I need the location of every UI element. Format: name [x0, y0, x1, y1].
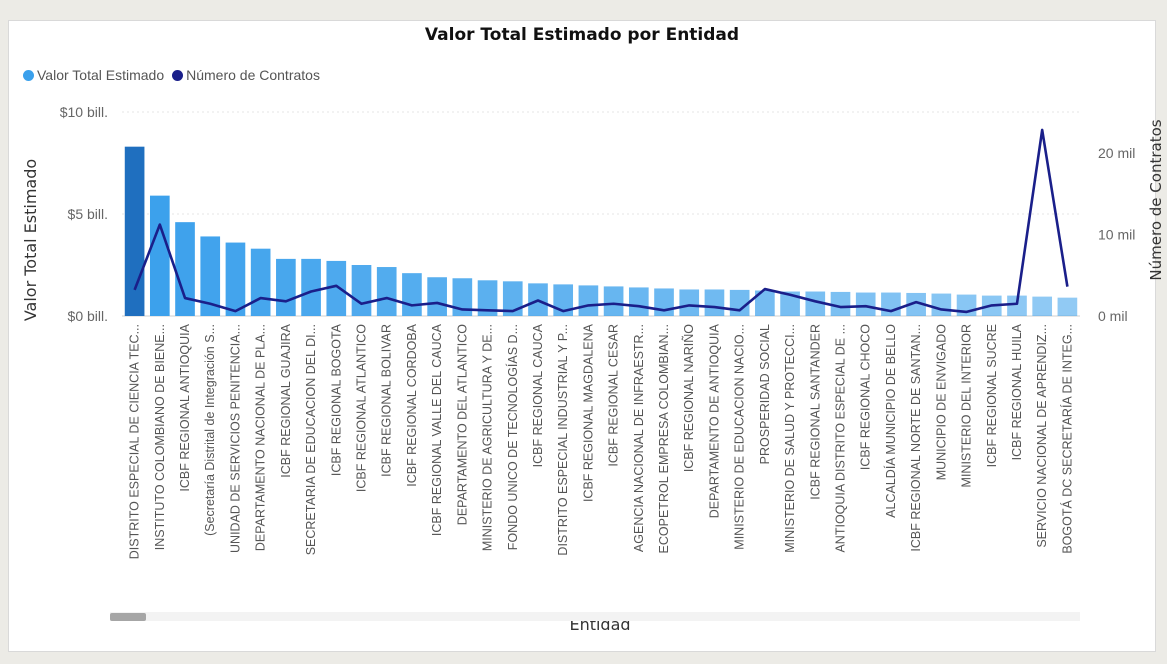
bar [200, 236, 221, 316]
x-tick-label: AGENCIA NACIONAL DE INFRAESTR... [632, 324, 646, 552]
bar [704, 289, 725, 316]
x-tick-label: MINISTERIO DE EDUCACION NACIO... [733, 324, 747, 550]
legend: Valor Total Estimado Número de Contratos [23, 67, 328, 83]
bar [578, 285, 599, 316]
legend-line-dot [172, 69, 184, 81]
y-axis-label: Valor Total Estimado [21, 159, 40, 321]
chart-title: Valor Total Estimado por Entidad [424, 25, 740, 45]
bar [1007, 295, 1027, 316]
x-tick-label: ICBF REGIONAL NORTE DE SANTAN... [909, 324, 923, 552]
y-tick-label: $10 bill. [60, 104, 108, 120]
x-tick-label: PROSPERIDAD SOCIAL [758, 324, 772, 464]
legend-item-valor[interactable]: Valor Total Estimado [23, 67, 164, 83]
bar [301, 258, 321, 316]
bar [805, 291, 826, 316]
bar [906, 292, 926, 316]
bar [175, 222, 195, 316]
bar [326, 260, 347, 316]
x-tick-label: ICBF REGIONAL MAGDALENA [581, 323, 595, 502]
bar [477, 280, 498, 316]
x-tick-label: ICBF REGIONAL CESAR [607, 324, 621, 467]
x-tick-label: SERVICIO NACIONAL DE APRENDIZ... [1035, 324, 1049, 548]
x-tick-label: ICBF REGIONAL SANTANDER [808, 324, 822, 500]
y2-tick-label: 10 mil [1098, 226, 1135, 242]
y-tick-label: $5 bill. [68, 206, 108, 222]
chart-card: Valor Total Estimado por Entidad Valor T… [8, 20, 1156, 652]
bar [427, 277, 447, 316]
bar [276, 258, 296, 316]
x-tick-label: DEPARTAMENTO NACIONAL DE PLA... [254, 324, 268, 551]
x-tick-label: ICBF REGIONAL ATLANTICO [355, 324, 369, 492]
legend-item-contratos[interactable]: Número de Contratos [172, 67, 320, 83]
bar [225, 242, 246, 316]
bar [679, 289, 700, 316]
bar [452, 278, 473, 316]
x-tick-label: ICBF REGIONAL BOGOTA [329, 323, 343, 476]
bar [250, 248, 271, 316]
x-tick-label: INSTITUTO COLOMBIANO DE BIENE... [153, 324, 167, 550]
bar [402, 273, 422, 316]
bar [376, 267, 397, 316]
bar [830, 291, 851, 316]
x-tick-label: FONDO UNICO DE TECNOLOGÍAS D... [505, 324, 520, 550]
legend-label-valor: Valor Total Estimado [37, 67, 165, 83]
x-tick-label: DEPARTAMENTO DEL ATLANTICO [455, 324, 469, 525]
x-tick-label: ICBF REGIONAL BOLIVAR [380, 324, 394, 477]
x-tick-label: (Secretaría Distrital de Integración S..… [203, 324, 217, 536]
y2-tick-label: 0 mil [1098, 308, 1128, 324]
x-tick-label: ICBF REGIONAL CORDOBA [405, 323, 419, 486]
x-tick-label: MINISTERIO DEL INTERIOR [960, 324, 974, 487]
bar [654, 288, 674, 316]
bar [1057, 297, 1078, 316]
bar [502, 281, 523, 316]
bar [149, 195, 170, 316]
x-tick-label: ICBF REGIONAL ANTIOQUIA [178, 323, 192, 491]
legend-bar-dot [23, 69, 34, 81]
contracts-line [133, 128, 1069, 314]
x-tick-label: ICBF REGIONAL NARIÑO [682, 324, 696, 472]
x-tick-label: DISTRITO ESPECIAL INDUSTRIAL Y P... [556, 324, 570, 556]
legend-label-contratos: Número de Contratos [186, 67, 320, 83]
bars [124, 146, 1078, 316]
bar [603, 286, 624, 316]
x-tick-label: DISTRITO ESPECIAL DE CIENCIA TEC... [128, 324, 142, 559]
bar [755, 290, 775, 316]
x-tick-label: ALCALDÍA MUNICIPIO DE BELLO [883, 324, 898, 518]
x-tick-label: BOGOTÁ DC SECRETARÍA DE INTEG... [1059, 324, 1074, 554]
bar [1032, 296, 1053, 316]
x-tick-label: ICBF REGIONAL CHOCO [859, 324, 873, 470]
x-tick-label: ICBF REGIONAL VALLE DEL CAUCA [430, 323, 444, 536]
scrollbar-thumb[interactable] [110, 613, 146, 621]
horizontal-scrollbar[interactable] [110, 612, 1080, 621]
x-tick-label: UNIDAD DE SERVICIOS PENITENCIA... [228, 324, 242, 553]
y2-tick-label: 20 mil [1098, 145, 1135, 161]
x-tick-label: MINISTERIO DE SALUD Y PROTECCI... [783, 324, 797, 553]
bar [351, 265, 372, 316]
y2-axis-label: Número de Contratos [1147, 119, 1165, 280]
bar [780, 291, 800, 316]
x-tick-label: ICBF REGIONAL SUCRE [985, 324, 999, 467]
y-tick-label: $0 bill. [68, 308, 108, 324]
x-tick-label: ECOPETROL EMPRESA COLOMBIAN... [657, 324, 671, 553]
x-tick-label: ICBF REGIONAL HUILA [1010, 323, 1024, 460]
contracts-polyline [133, 128, 1069, 314]
bar [628, 287, 649, 316]
x-tick-label: DEPARTAMENTO DE ANTIOQUIA [707, 323, 721, 518]
x-tick-label: MINISTERIO DE AGRICULTURA Y DE... [481, 324, 495, 551]
bar [124, 146, 145, 316]
bar [931, 293, 952, 316]
x-tick-label: ICBF REGIONAL GUAJIRA [279, 323, 293, 477]
bar [855, 292, 876, 316]
x-tick-label: ICBF REGIONAL CAUCA [531, 323, 545, 467]
bar [881, 292, 901, 316]
x-tick-label: MUNICIPIO DE ENVIGADO [934, 324, 948, 481]
x-tick-label: SECRETARIA DE EDUCACION DEL DI... [304, 324, 318, 555]
x-tick-label: ANTIOQUIA DISTRITO ESPECIAL DE ... [834, 324, 848, 553]
axes: $0 bill. $5 bill. $10 bill. 0 mil 10 mil 20 m… [60, 104, 1136, 559]
